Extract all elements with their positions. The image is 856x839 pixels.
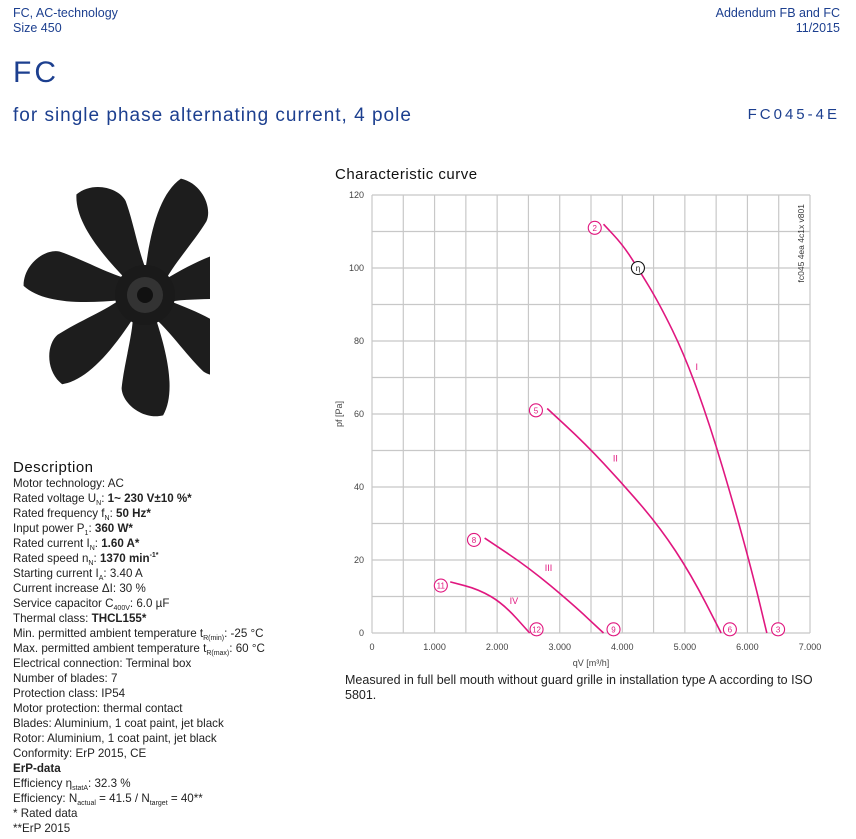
description-section: Description Motor technology: AC Rated vo… — [13, 459, 265, 836]
y-axis-label: pf [Pa] — [334, 401, 344, 427]
fan-blade — [49, 297, 135, 385]
fan-blade — [163, 248, 210, 303]
operating-point-label: η — [636, 264, 640, 273]
operating-point-marker — [606, 622, 621, 637]
operating-point-marker — [528, 403, 543, 418]
operating-point-marker — [771, 622, 786, 637]
fan-blade — [121, 313, 170, 417]
operating-point-label: 6 — [728, 625, 733, 634]
spec-row: Motor technology: AC — [13, 477, 124, 490]
efficiency-n: Efficiency: Nactual = 41.5 / Ntarget = 4… — [13, 792, 203, 807]
series-label: IV — [510, 596, 519, 606]
operating-point-marker — [529, 622, 544, 637]
characteristic-curve-chart: 0 1.000 2.000 3.000 4.000 5.000 6.000 7.000 0 20 4… — [334, 190, 822, 668]
erp-heading: ErP-data — [13, 762, 61, 775]
operating-point-label: 11 — [437, 582, 446, 591]
y-tick-label: 40 — [354, 482, 364, 492]
header-left: FC, AC-technology Size 450 — [13, 6, 118, 36]
spec-row: Starting current IA: 3.40 A — [13, 567, 143, 582]
footnote-rated: * Rated data — [13, 807, 78, 820]
x-tick-label: 7.000 — [799, 642, 822, 652]
x-tick-label: 2.000 — [486, 642, 509, 652]
size-label: Size 450 — [13, 21, 62, 35]
series-label: III — [545, 563, 553, 573]
operating-point-label: 3 — [776, 625, 781, 634]
x-tick-label: 6.000 — [736, 642, 759, 652]
measurement-note: Measured in full bell mouth without guar… — [345, 673, 813, 702]
fan-blade — [152, 300, 210, 376]
chart-title: Characteristic curve — [335, 166, 478, 183]
y-tick-label: 80 — [354, 336, 364, 346]
product-line: FC, AC-technology — [13, 6, 118, 20]
series-curve-II — [546, 407, 722, 634]
spec-row: Blades: Aluminium, 1 coat paint, jet bla… — [13, 717, 224, 730]
series-label: I — [695, 362, 698, 372]
model-number: FC045-4E — [747, 106, 840, 123]
spec-row: Rated current IN: 1.60 A* — [13, 537, 140, 552]
y-tick-label: 20 — [354, 555, 364, 565]
series-label: II — [613, 453, 618, 463]
spec-row: Min. permitted ambient temperature tR(mi… — [13, 627, 264, 642]
spec-row: Rated voltage UN: 1~ 230 V±10 %* — [13, 492, 192, 507]
chart-code: fc045 4ea 4c1x v801 — [796, 204, 806, 283]
y-tick-label: 0 — [359, 628, 364, 638]
operating-point-marker — [630, 260, 645, 276]
footnote-erp: **ErP 2015 — [13, 822, 71, 835]
date-label: 11/2015 — [795, 21, 840, 35]
spec-row: Service capacitor C400V: 6.0 µF — [13, 597, 170, 612]
spec-row: Protection class: IP54 — [13, 687, 126, 700]
x-axis-label: qV [m³/h] — [573, 658, 610, 668]
fan-blade — [76, 187, 148, 281]
operating-point-label: 5 — [534, 406, 539, 415]
operating-point-label: 2 — [593, 224, 598, 233]
fan-blade — [145, 178, 208, 284]
x-tick-label: 5.000 — [674, 642, 697, 652]
operating-point-label: 8 — [472, 536, 477, 545]
spec-row: Motor protection: thermal contact — [13, 702, 183, 715]
x-tick-label: 3.000 — [548, 642, 571, 652]
spec-row: Max. permitted ambient temperature tR(ma… — [13, 642, 265, 657]
x-tick-label: 0 — [369, 642, 374, 652]
series-curve-IV — [450, 581, 531, 634]
x-tick-label: 1.000 — [423, 642, 446, 652]
page-subtitle: for single phase alternating current, 4 … — [13, 105, 412, 126]
spec-row: Thermal class: THCL155* — [13, 612, 147, 625]
spec-row: Conformity: ErP 2015, CE — [13, 747, 147, 760]
fan-image — [23, 178, 210, 417]
y-tick-label: 60 — [354, 409, 364, 419]
spec-row: Rated frequency fN: 50 Hz* — [13, 507, 151, 522]
series-curve-III — [484, 537, 605, 634]
page-title: FC — [13, 56, 59, 89]
spec-row: Number of blades: 7 — [13, 672, 118, 685]
operating-point-marker — [722, 622, 737, 637]
efficiency-stat: Efficiency ηstatA: 32.3 % — [13, 777, 131, 792]
operating-point-marker — [587, 220, 602, 235]
description-heading: Description — [13, 459, 94, 476]
operating-point-marker — [466, 532, 482, 547]
operating-point-marker — [433, 578, 448, 593]
spec-row: Electrical connection: Terminal box — [13, 657, 192, 670]
x-tick-label: 4.000 — [611, 642, 634, 652]
spec-row: Input power P1: 360 W* — [13, 522, 133, 537]
addendum-label: Addendum FB and FC — [715, 6, 840, 20]
operating-point-label: 9 — [611, 625, 616, 634]
operating-point-label: 12 — [532, 625, 541, 634]
series-curve-I — [602, 223, 768, 634]
fan-blade — [23, 251, 130, 303]
y-tick-label: 120 — [349, 190, 364, 200]
spec-row: Current increase ΔI: 30 % — [13, 582, 146, 595]
header-right: Addendum FB and FC 11/2015 — [716, 6, 840, 36]
spec-row: Rotor: Aluminium, 1 coat paint, jet blac… — [13, 732, 217, 745]
spec-row: Rated speed nN: 1370 min-1* — [13, 552, 159, 567]
y-tick-label: 100 — [349, 263, 364, 273]
